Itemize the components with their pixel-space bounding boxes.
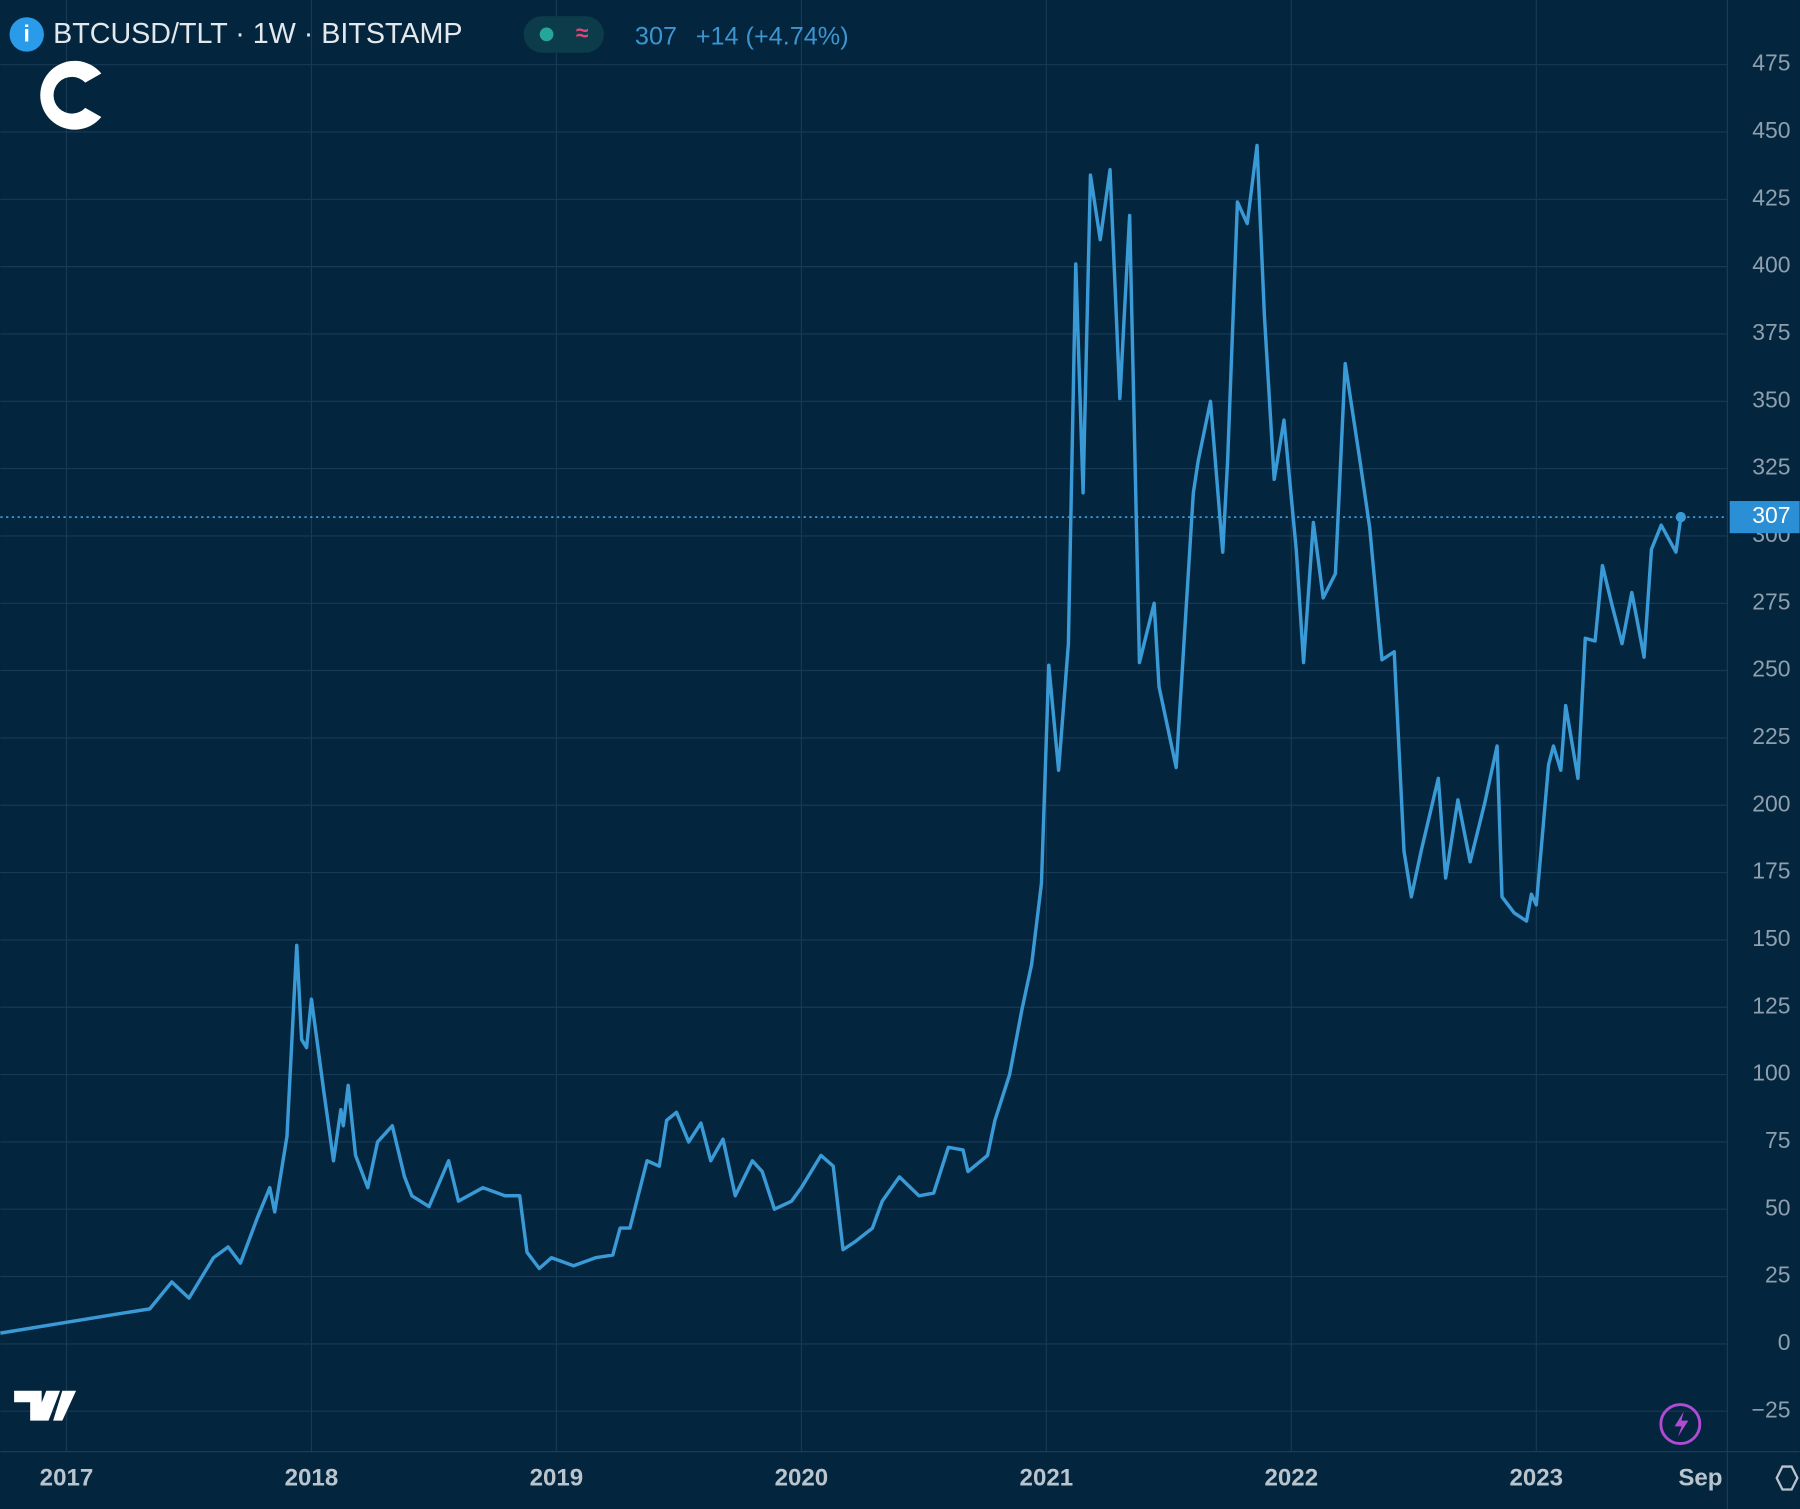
y-tick-label: 325: [1752, 454, 1790, 480]
y-tick-label: 275: [1752, 588, 1790, 614]
y-tick-label: 450: [1752, 117, 1790, 143]
x-tick-label: 2018: [285, 1465, 339, 1492]
last-price-tag: [1729, 501, 1800, 534]
settings-button[interactable]: [1775, 1465, 1799, 1491]
price-line: [0, 143, 1683, 1335]
symbol-title: BTCUSD/TLT · 1W · BITSTAMP: [53, 18, 462, 50]
y-tick-label: 75: [1765, 1127, 1791, 1153]
y-tick-label: −25: [1752, 1396, 1791, 1422]
y-tick-label: 250: [1752, 656, 1790, 682]
status-pill[interactable]: [523, 16, 604, 53]
lightning-button[interactable]: [1659, 1403, 1702, 1446]
y-tick-label: 425: [1752, 184, 1790, 210]
status-approx: ≈: [576, 19, 589, 45]
x-tick-label: 2021: [1020, 1465, 1074, 1492]
x-tick-label: Sep: [1678, 1465, 1722, 1492]
price-change: +14 (+4.74%): [696, 23, 849, 51]
tradingview-logo: [14, 1390, 77, 1421]
x-tick-label: 2020: [775, 1465, 829, 1492]
y-tick-label: 25: [1765, 1262, 1791, 1288]
y-tick-label: 400: [1752, 252, 1790, 278]
brand-logo: [40, 60, 102, 130]
last-price: 307: [635, 23, 677, 51]
x-tick-label: 2023: [1510, 1465, 1564, 1492]
x-tick-label: 2017: [40, 1465, 94, 1492]
info-icon[interactable]: [9, 17, 44, 52]
last-price-tag-label: 307: [1752, 502, 1790, 528]
grid: [0, 0, 1728, 1452]
y-tick-label: 475: [1752, 50, 1790, 76]
y-tick-label: 50: [1765, 1194, 1791, 1220]
y-tick-label: 225: [1752, 723, 1790, 749]
x-tick-label: 2022: [1265, 1465, 1319, 1492]
y-tick-label: 150: [1752, 925, 1790, 951]
y-tick-label: 375: [1752, 319, 1790, 345]
plot: [0, 143, 1728, 1335]
y-tick-label: 200: [1752, 790, 1790, 816]
axes: −250255075100125150175200225250275300325…: [40, 50, 1800, 1492]
y-tick-label: 125: [1752, 992, 1790, 1018]
y-tick-label: 175: [1752, 858, 1790, 884]
y-tick-label: 0: [1778, 1329, 1791, 1355]
info-icon-glyph: i: [24, 21, 30, 47]
lightning-icon: [1674, 1411, 1689, 1437]
y-tick-label: 350: [1752, 386, 1790, 412]
last-point: [1675, 511, 1686, 523]
x-tick-label: 2019: [530, 1465, 584, 1492]
y-tick-label: 100: [1752, 1060, 1790, 1086]
status-dot: [539, 27, 554, 42]
